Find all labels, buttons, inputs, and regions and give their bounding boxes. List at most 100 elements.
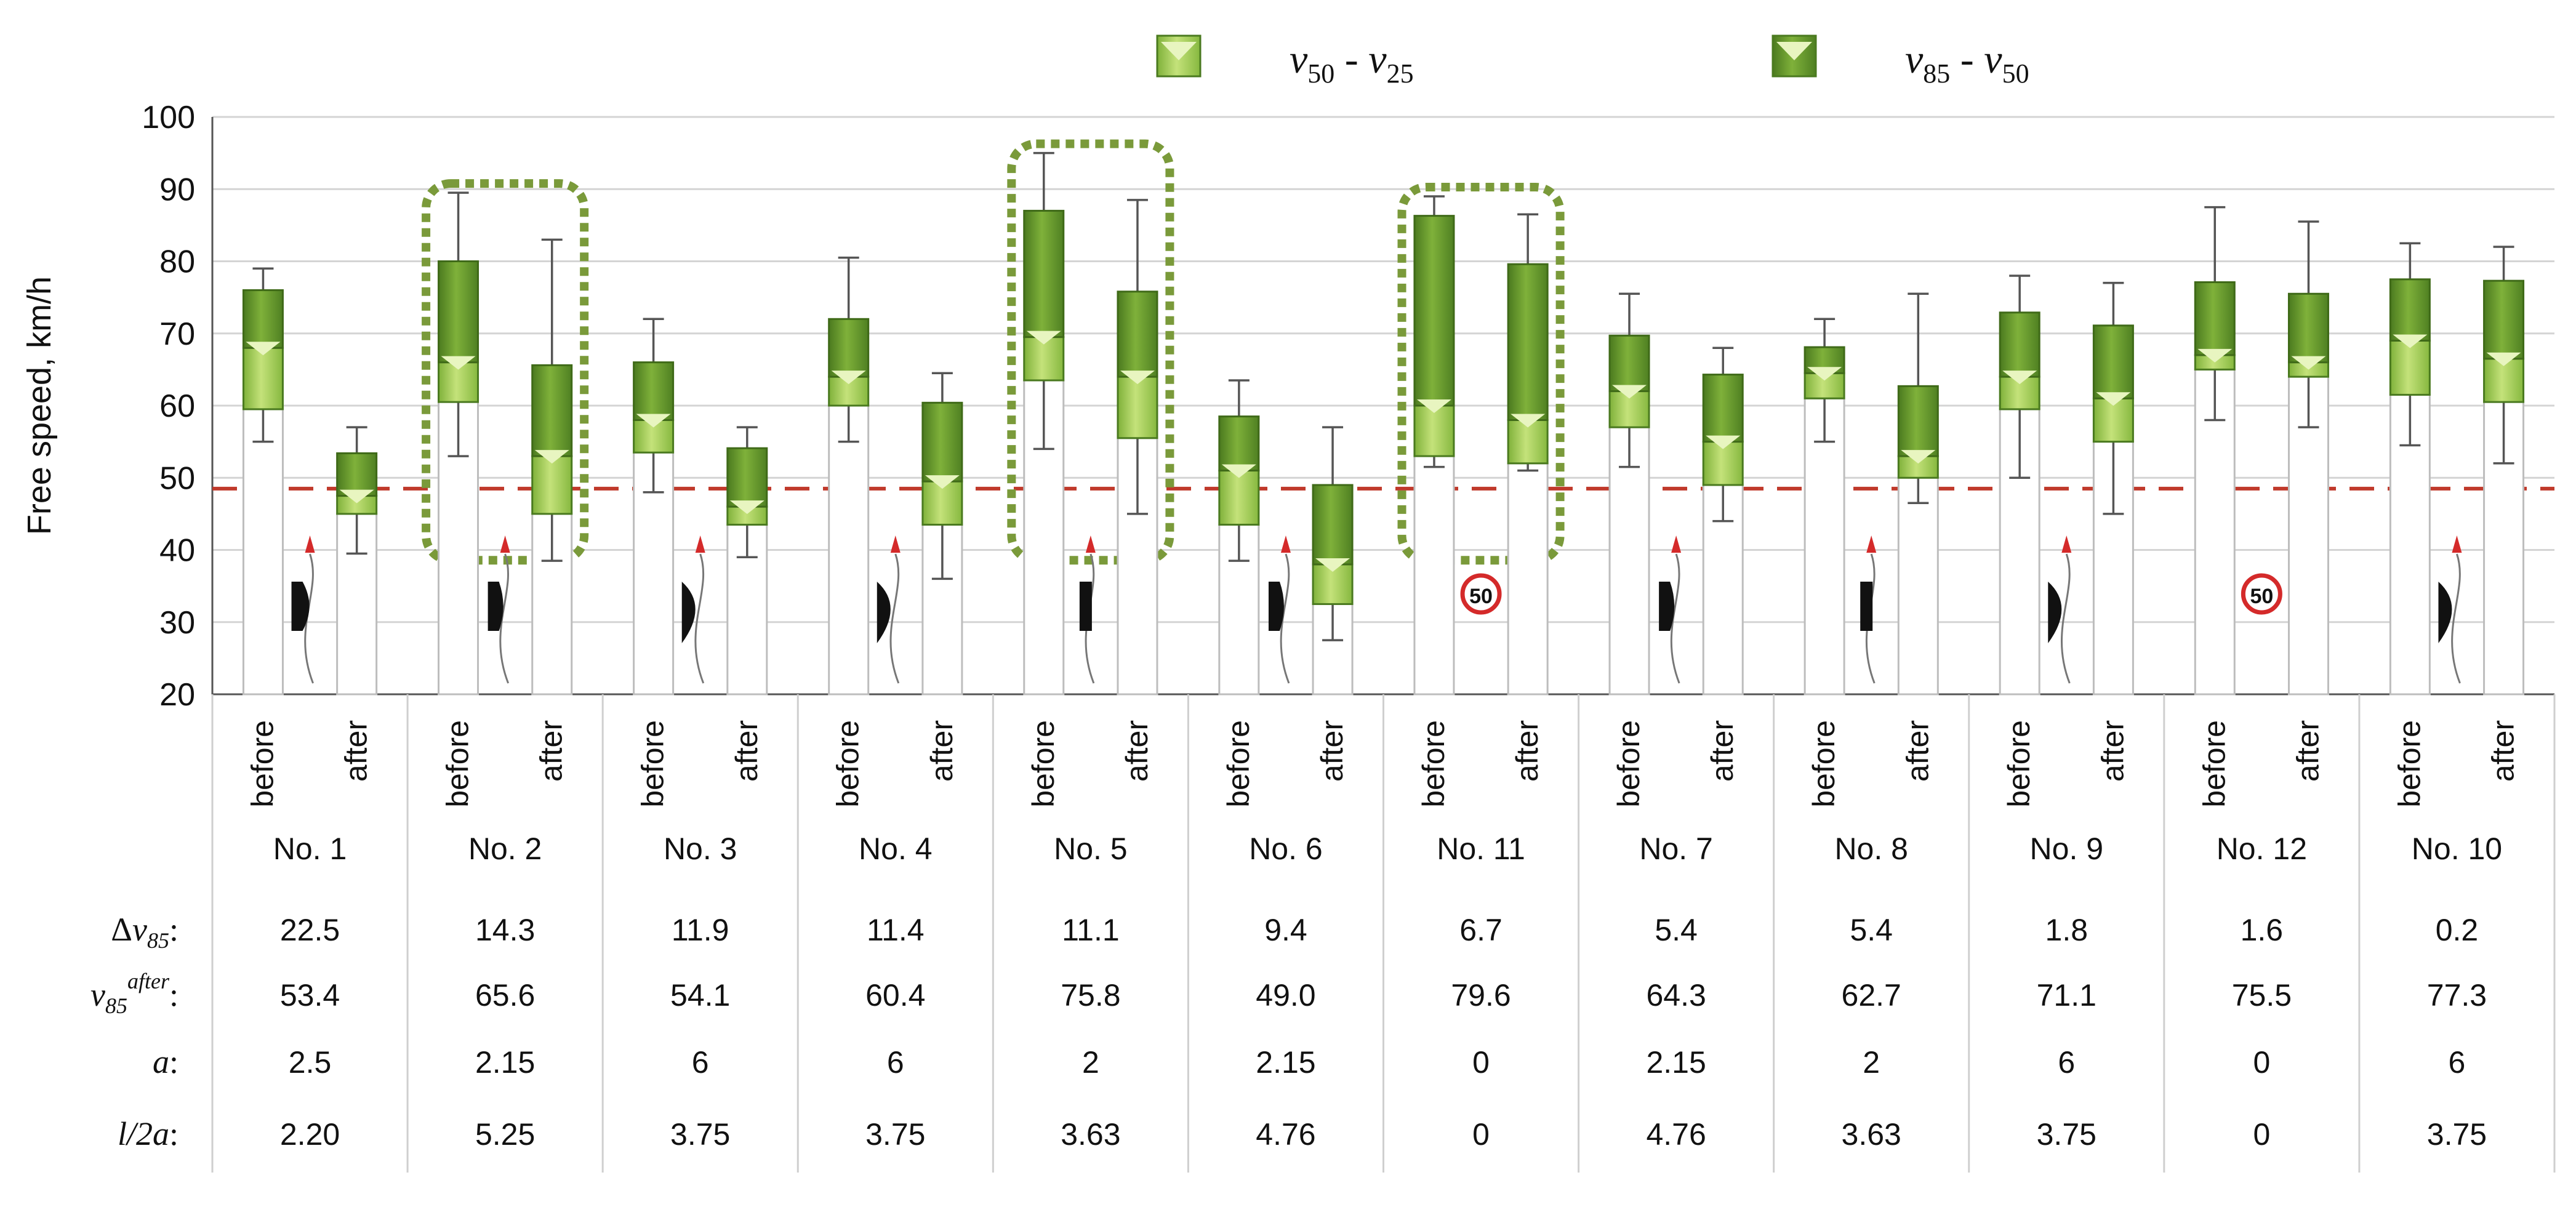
sub-label-after: after (1510, 720, 1544, 782)
table-value-dv85: 11.4 (867, 913, 925, 947)
speed-limit-text: 50 (1469, 585, 1493, 608)
table-value-v85after: 71.1 (2037, 978, 2097, 1012)
table-value-a: 6 (887, 1045, 904, 1080)
sub-label-after: after (925, 720, 959, 782)
median-marker (2393, 334, 2428, 348)
sub-label-before: before (636, 720, 670, 808)
median-marker (534, 450, 569, 464)
highlight-frame (422, 179, 589, 565)
median-marker (1706, 435, 1741, 449)
site-label: No. 9 (2030, 832, 2104, 866)
table-value-a: 2.15 (1256, 1045, 1315, 1080)
sub-label-before: before (1026, 720, 1061, 808)
box-upper-v85-v50 (242, 289, 284, 349)
box-lower-v50-v25 (1413, 404, 1455, 457)
box-upper-v85-v50 (1117, 291, 1158, 378)
median-marker (1612, 385, 1647, 399)
sub-label-before: before (1611, 720, 1646, 808)
table-value-v85after: 62.7 (1842, 978, 1901, 1012)
table-value-l2a: 3.75 (670, 1117, 730, 1152)
box-upper-v85-v50 (2389, 278, 2431, 342)
site-sign (1860, 535, 1877, 684)
road-line (2451, 553, 2461, 684)
table-value-l2a: 4.76 (1646, 1117, 1706, 1152)
box-before (1413, 195, 1455, 696)
table-value-l2a: 4.76 (1256, 1117, 1315, 1152)
box-lower-v50-v25 (1218, 470, 1260, 526)
highlight-frame (1007, 139, 1174, 565)
median-marker (636, 414, 671, 428)
sub-label-after: after (1315, 720, 1349, 782)
box-before (828, 256, 870, 696)
road-line (694, 553, 705, 684)
table-value-dv85: 14.3 (475, 913, 535, 947)
table-value-dv85: 1.6 (2241, 913, 2284, 947)
table-value-dv85: 22.5 (280, 913, 340, 947)
box-upper-v85-v50 (336, 452, 378, 497)
legend-marker (1161, 42, 1197, 60)
y-tick-label: 20 (159, 677, 195, 713)
median-marker (1120, 371, 1155, 385)
chicane-icon (291, 582, 310, 631)
box-after (531, 238, 573, 696)
box-after (1507, 213, 1549, 696)
table-value-v85after: 77.3 (2427, 978, 2487, 1012)
plot-area: 50 50 (212, 139, 2554, 696)
box-lower-v50-v25 (1608, 390, 1650, 428)
table-value-l2a: 3.75 (2427, 1117, 2487, 1152)
site-label: No. 8 (1834, 832, 1908, 866)
median-marker (1026, 331, 1061, 345)
narrowing-icon (1860, 582, 1873, 631)
sub-label-after: after (2095, 720, 2130, 782)
road-line (1280, 553, 1290, 684)
box-before (1804, 318, 1845, 696)
table-value-v85after: 54.1 (670, 978, 730, 1012)
box-before (2389, 242, 2431, 696)
speed-limit-sign-icon (1460, 573, 1502, 615)
box-upper-v85-v50 (438, 260, 479, 364)
table-value-v85after: 64.3 (1646, 978, 1706, 1012)
site-label: No. 3 (664, 832, 737, 866)
table-value-a: 2.15 (475, 1045, 535, 1080)
table-value-a: 2 (1082, 1045, 1099, 1080)
median-marker (2486, 352, 2521, 366)
table-value-dv85: 6.7 (1459, 913, 1503, 947)
table-value-v85after: 60.4 (865, 978, 925, 1012)
box-upper-v85-v50 (1999, 311, 2040, 378)
box-lower-v50-v25 (2389, 339, 2431, 396)
table-value-dv85: 1.8 (2045, 913, 2088, 947)
box-upper-v85-v50 (633, 361, 675, 421)
chicane-icon (2048, 582, 2062, 643)
site-sign: 50 (1460, 573, 1502, 615)
site-label: No. 10 (2412, 832, 2502, 866)
box-after (2287, 220, 2329, 696)
sub-label-before: before (2197, 720, 2231, 808)
box-upper-v85-v50 (1702, 374, 1744, 443)
table-value-a: 0 (2253, 1045, 2270, 1080)
site-label: No. 7 (1639, 832, 1713, 866)
y-tick-label: 70 (159, 316, 195, 352)
box-upper-v85-v50 (2483, 279, 2525, 360)
y-tick-label: 60 (159, 388, 195, 424)
y-tick-label: 40 (159, 533, 195, 569)
chicane-icon (488, 582, 504, 631)
box-after (336, 426, 378, 696)
table-value-dv85: 11.1 (1062, 913, 1120, 947)
box-after (2483, 246, 2525, 696)
median-marker (1416, 399, 1451, 413)
median-marker (831, 371, 866, 385)
site-sign (1268, 535, 1291, 684)
table-value-l2a: 5.25 (475, 1117, 535, 1152)
table-value-v85after: 65.6 (475, 978, 535, 1012)
table-value-v85after: 75.5 (2232, 978, 2292, 1012)
site-sign (2048, 535, 2072, 684)
box-before (633, 318, 675, 696)
data-table: before after No. 1 22.5 53.4 2.5 2.20 before aft… (90, 694, 2556, 1173)
box-upper-v85-v50 (1312, 484, 1354, 566)
box-upper-v85-v50 (1608, 334, 1650, 393)
box-stalk (242, 408, 284, 696)
row-header-l2a: l/2a: (118, 1115, 179, 1152)
box-lower-v50-v25 (242, 347, 284, 411)
grid: 20 30 40 50 60 70 80 90 100 Free speed, km/h (21, 100, 2554, 713)
sub-label-after: after (1900, 720, 1935, 782)
